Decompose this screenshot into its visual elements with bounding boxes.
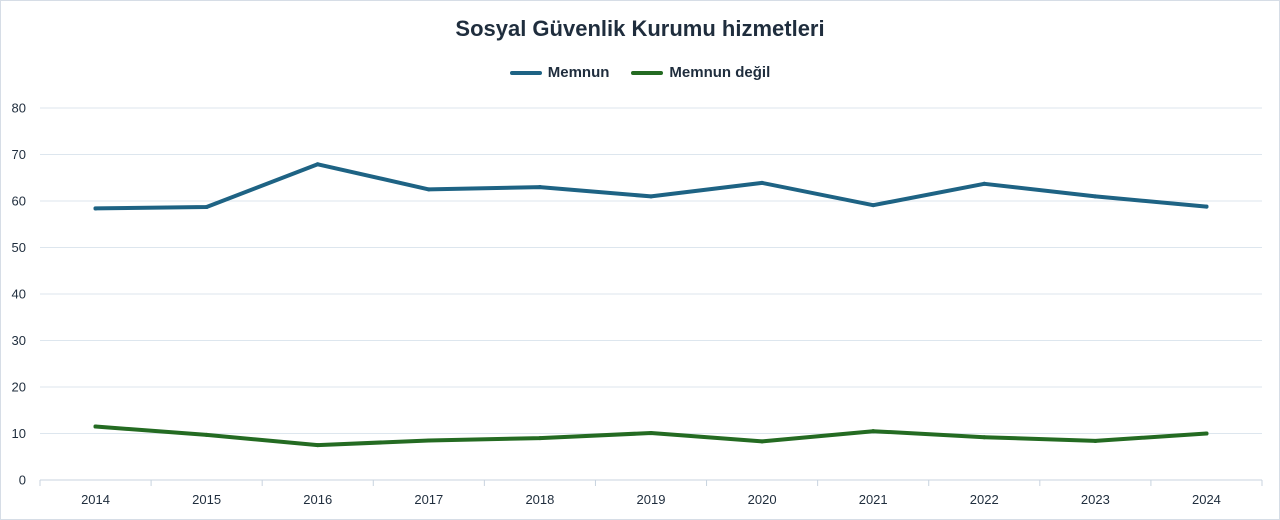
x-tick-label-2021: 2021 xyxy=(859,492,888,507)
y-tick-label-20: 20 xyxy=(12,380,26,395)
y-tick-label-0: 0 xyxy=(19,473,26,488)
data-point-1-2022 xyxy=(982,435,987,440)
x-tick-label-2018: 2018 xyxy=(525,492,554,507)
x-tick-label-2023: 2023 xyxy=(1081,492,1110,507)
data-point-1-2016 xyxy=(315,443,320,448)
series-line-1 xyxy=(93,424,1209,448)
x-tick-label-2015: 2015 xyxy=(192,492,221,507)
data-point-0-2017 xyxy=(426,187,431,192)
data-point-0-2020 xyxy=(760,180,765,185)
x-tick-label-2016: 2016 xyxy=(303,492,332,507)
data-point-0-2024 xyxy=(1204,204,1209,209)
y-tick-label-60: 60 xyxy=(12,194,26,209)
data-point-0-2021 xyxy=(871,203,876,208)
data-point-1-2019 xyxy=(649,431,653,436)
legend-swatch-memnun-degil xyxy=(631,70,664,75)
data-point-1-2021 xyxy=(871,429,876,434)
x-tick-label-2024: 2024 xyxy=(1192,492,1221,507)
series-line-0 xyxy=(93,162,1209,211)
y-tick-label-10: 10 xyxy=(12,426,26,441)
data-point-0-2014 xyxy=(93,206,98,211)
data-point-1-2024 xyxy=(1204,431,1209,436)
data-point-1-2023 xyxy=(1093,438,1098,443)
y-tick-label-50: 50 xyxy=(12,240,26,255)
data-point-1-2018 xyxy=(537,436,542,441)
data-point-0-2022 xyxy=(982,181,987,186)
data-point-0-2018 xyxy=(537,185,542,190)
y-tick-label-30: 30 xyxy=(12,333,26,348)
chart-title: Sosyal Güvenlik Kurumu hizmetleri xyxy=(455,16,825,41)
legend-item-memnun: Memnun xyxy=(509,64,610,81)
x-tick-label-2022: 2022 xyxy=(970,492,999,507)
data-point-0-2015 xyxy=(204,205,209,210)
data-point-1-2015 xyxy=(204,432,209,437)
y-tick-label-70: 70 xyxy=(12,147,26,162)
x-tick-label-2014: 2014 xyxy=(81,492,110,507)
legend-label-memnun-degil: Memnun değil xyxy=(669,64,771,81)
legend-swatch-memnun xyxy=(509,70,542,75)
legend-item-memnun-degil: Memnun değil xyxy=(631,64,770,81)
data-point-1-2014 xyxy=(93,424,98,429)
legend-label-memnun: Memnun xyxy=(547,64,610,81)
data-point-0-2019 xyxy=(649,194,653,199)
x-tick-label-2017: 2017 xyxy=(414,492,443,507)
x-tick-label-2019: 2019 xyxy=(637,492,666,507)
y-tick-label-80: 80 xyxy=(12,101,26,116)
data-point-0-2016 xyxy=(315,162,320,167)
y-tick-label-40: 40 xyxy=(12,287,26,302)
data-point-1-2017 xyxy=(426,438,431,443)
legend: Memnun Memnun değil xyxy=(0,64,1280,81)
x-tick-label-2020: 2020 xyxy=(748,492,777,507)
data-point-1-2020 xyxy=(760,439,765,444)
data-point-0-2023 xyxy=(1093,194,1098,199)
